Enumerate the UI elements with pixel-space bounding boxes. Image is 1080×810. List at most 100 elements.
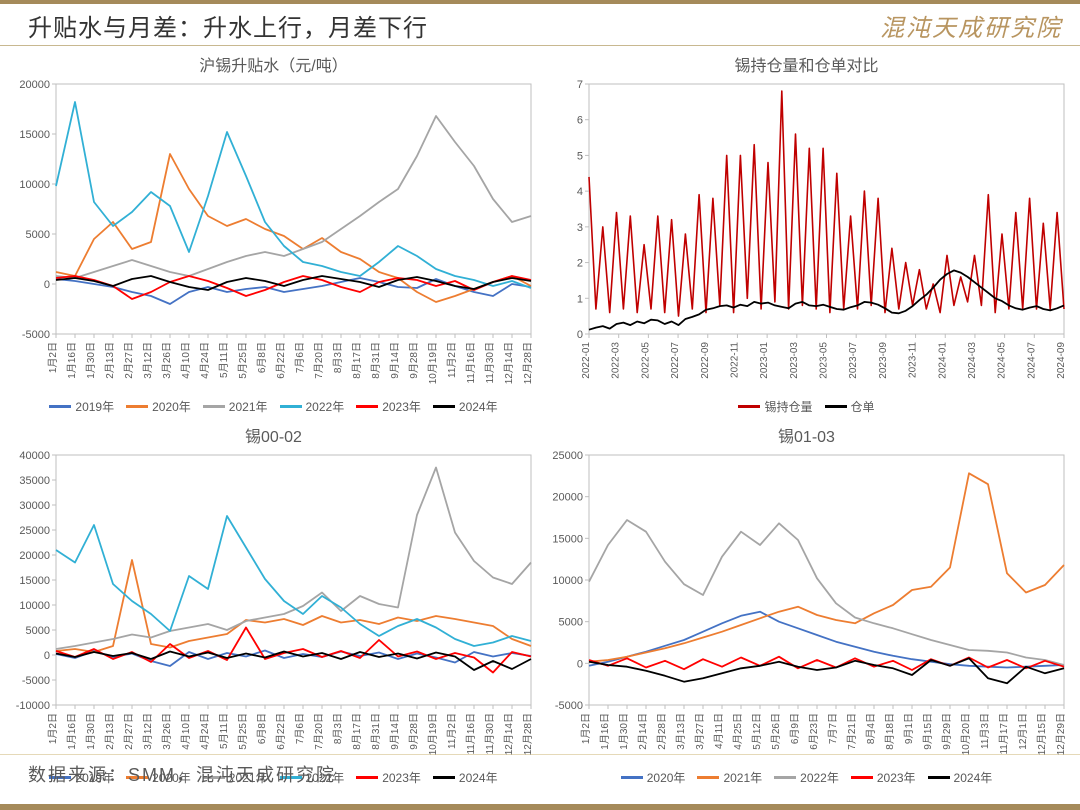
svg-text:11月30日: 11月30日: [484, 713, 496, 755]
panel-bl: 锡00-02 -10000-50000500010000150002000025…: [10, 421, 537, 788]
svg-text:12月29日: 12月29日: [1055, 713, 1067, 755]
legend-item: 2019年: [49, 398, 114, 415]
legend-item: 2022年: [280, 398, 345, 415]
svg-text:3: 3: [577, 222, 583, 234]
chart-bl: -10000-500005000100001500020000250003000…: [10, 449, 537, 767]
svg-text:6: 6: [577, 115, 583, 127]
svg-text:11月2日: 11月2日: [446, 342, 458, 378]
svg-text:9月1日: 9月1日: [903, 713, 915, 744]
svg-text:15000: 15000: [19, 129, 50, 141]
svg-text:2023-01: 2023-01: [759, 342, 770, 379]
svg-text:9月28日: 9月28日: [408, 713, 420, 750]
legend-item: 2024年: [928, 769, 993, 786]
svg-text:25000: 25000: [552, 450, 583, 462]
svg-text:7月7日: 7月7日: [827, 713, 839, 744]
legend-item: 2023年: [356, 769, 421, 786]
svg-text:12月28日: 12月28日: [522, 342, 534, 384]
legend-item: 2024年: [433, 769, 498, 786]
svg-text:4月10日: 4月10日: [180, 342, 192, 379]
svg-text:-5000: -5000: [22, 329, 50, 341]
svg-text:20000: 20000: [552, 492, 583, 504]
svg-text:12月14日: 12月14日: [503, 342, 515, 384]
svg-text:2024-09: 2024-09: [1056, 342, 1067, 379]
svg-text:7月20日: 7月20日: [313, 342, 325, 379]
panel-tl: 沪锡升贴水（元/吨） -5000050001000015000200001月2日…: [10, 50, 537, 417]
svg-text:5月11日: 5月11日: [218, 713, 230, 749]
svg-text:2023-07: 2023-07: [848, 342, 859, 379]
svg-text:1月2日: 1月2日: [47, 342, 59, 373]
svg-text:5000: 5000: [26, 229, 50, 241]
svg-text:10月19日: 10月19日: [427, 342, 439, 384]
chart-title-br: 锡01-03: [778, 423, 835, 447]
svg-text:15000: 15000: [552, 533, 583, 545]
svg-text:1月16日: 1月16日: [66, 342, 78, 379]
svg-text:10000: 10000: [19, 600, 50, 612]
svg-text:1月16日: 1月16日: [599, 713, 611, 750]
svg-text:11月16日: 11月16日: [465, 342, 477, 384]
svg-text:2月28日: 2月28日: [656, 713, 668, 750]
svg-text:2022-01: 2022-01: [581, 342, 592, 379]
svg-text:8月3日: 8月3日: [332, 342, 344, 373]
svg-text:9月14日: 9月14日: [389, 342, 401, 379]
svg-text:1月2日: 1月2日: [580, 713, 592, 744]
svg-text:5月25日: 5月25日: [237, 342, 249, 379]
panel-br: 锡01-03 -500005000100001500020000250001月2…: [543, 421, 1070, 788]
svg-text:5月26日: 5月26日: [770, 713, 782, 750]
svg-text:9月28日: 9月28日: [408, 342, 420, 379]
svg-text:5月25日: 5月25日: [237, 713, 249, 750]
svg-text:0: 0: [577, 658, 583, 670]
svg-text:35000: 35000: [19, 475, 50, 487]
page-title: 升贴水与月差：升水上行，月差下行: [28, 8, 428, 43]
svg-text:-5000: -5000: [22, 675, 50, 687]
page-header: 升贴水与月差：升水上行，月差下行 混沌天成研究院: [0, 4, 1080, 46]
svg-text:11月3日: 11月3日: [979, 713, 991, 749]
svg-text:2022-05: 2022-05: [640, 342, 651, 379]
svg-text:10000: 10000: [552, 575, 583, 587]
svg-text:12月28日: 12月28日: [522, 713, 534, 755]
svg-text:20000: 20000: [19, 550, 50, 562]
svg-text:2月14日: 2月14日: [637, 713, 649, 750]
svg-text:8月31日: 8月31日: [370, 342, 382, 379]
svg-text:9月29日: 9月29日: [941, 713, 953, 750]
svg-text:7月6日: 7月6日: [294, 713, 306, 744]
svg-text:25000: 25000: [19, 525, 50, 537]
svg-text:6月8日: 6月8日: [256, 342, 268, 373]
svg-text:-10000: -10000: [16, 700, 50, 712]
svg-text:10000: 10000: [19, 179, 50, 191]
svg-text:7月20日: 7月20日: [313, 713, 325, 750]
svg-text:1月30日: 1月30日: [618, 713, 630, 750]
svg-text:1月30日: 1月30日: [85, 713, 97, 750]
svg-text:4月25日: 4月25日: [732, 713, 744, 750]
svg-text:7月6日: 7月6日: [294, 342, 306, 373]
svg-text:0: 0: [44, 650, 50, 662]
brand-mark: 混沌天成研究院: [880, 8, 1062, 43]
legend-item: 2023年: [851, 769, 916, 786]
svg-text:2022-03: 2022-03: [611, 342, 622, 379]
svg-text:2024-07: 2024-07: [1026, 342, 1037, 379]
panel-tr: 锡持仓量和仓单对比 012345672022-012022-032022-052…: [543, 50, 1070, 417]
svg-text:2022-09: 2022-09: [700, 342, 711, 379]
svg-text:8月4日: 8月4日: [865, 713, 877, 744]
svg-text:3月13日: 3月13日: [675, 713, 687, 750]
svg-text:2024-05: 2024-05: [997, 342, 1008, 379]
svg-text:11月16日: 11月16日: [465, 713, 477, 755]
svg-text:4月10日: 4月10日: [180, 713, 192, 750]
chart-title-tr: 锡持仓量和仓单对比: [734, 52, 878, 76]
svg-text:4: 4: [577, 186, 583, 198]
svg-text:2024-03: 2024-03: [967, 342, 978, 379]
svg-text:1月2日: 1月2日: [47, 713, 59, 744]
svg-text:30000: 30000: [19, 500, 50, 512]
svg-text:6月22日: 6月22日: [275, 713, 287, 750]
svg-text:5: 5: [577, 150, 583, 162]
svg-text:4月24日: 4月24日: [199, 713, 211, 750]
svg-text:2022-07: 2022-07: [670, 342, 681, 379]
svg-text:4月11日: 4月11日: [713, 713, 725, 749]
legend-item: 仓单: [825, 398, 875, 415]
svg-text:8月3日: 8月3日: [332, 713, 344, 744]
svg-text:8月31日: 8月31日: [370, 713, 382, 750]
svg-text:20000: 20000: [19, 79, 50, 91]
svg-text:3月12日: 3月12日: [142, 713, 154, 750]
svg-text:5000: 5000: [559, 617, 583, 629]
svg-text:10月20日: 10月20日: [960, 713, 972, 755]
svg-text:15000: 15000: [19, 575, 50, 587]
